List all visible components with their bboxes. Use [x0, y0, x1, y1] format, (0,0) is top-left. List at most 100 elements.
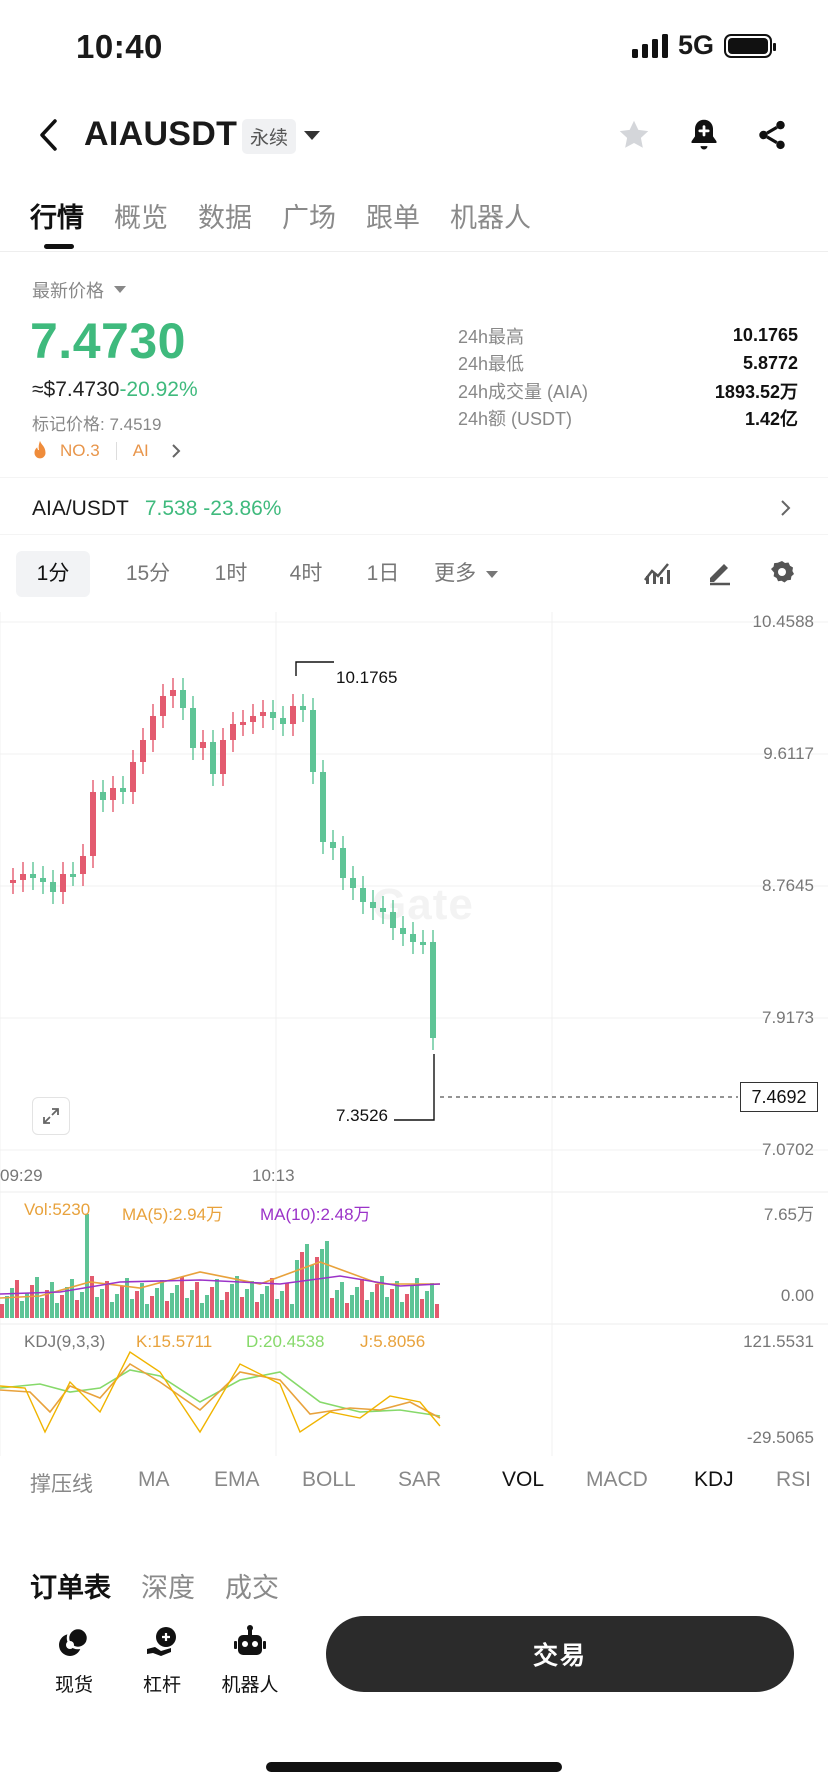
volume-bar	[225, 1292, 229, 1318]
indicator-boll[interactable]: BOLL	[302, 1468, 356, 1491]
y-tick-label: 7.0702	[762, 1140, 814, 1159]
latest-price-dropdown-icon[interactable]	[114, 286, 126, 293]
candle-body	[420, 942, 426, 945]
vol-y-tick: 0.00	[780, 1286, 814, 1305]
candle-body	[290, 706, 296, 724]
indicator-ma[interactable]: MA	[138, 1468, 170, 1491]
sector-tag: AI	[132, 441, 149, 460]
volume-bar	[210, 1287, 214, 1318]
bottom-bot-button[interactable]: 机器人	[210, 1620, 290, 1697]
interval-15m[interactable]: 15分	[125, 562, 171, 585]
volume-bar	[25, 1293, 29, 1318]
volume-bar	[400, 1302, 404, 1318]
tab-data[interactable]: 数据	[198, 203, 252, 233]
interval-more[interactable]: 更多	[416, 551, 516, 597]
volume-bar	[20, 1301, 24, 1318]
signal-icon	[631, 33, 668, 58]
volume-bar	[165, 1301, 169, 1318]
interval-1m[interactable]: 1分	[16, 551, 90, 597]
vol-label: Vol:5230	[24, 1200, 91, 1219]
volume-bar	[105, 1281, 109, 1318]
home-indicator	[266, 1762, 562, 1772]
volume-bar	[270, 1278, 274, 1318]
tab-copy-trade[interactable]: 跟单	[366, 203, 420, 233]
tab-bot[interactable]: 机器人	[450, 203, 531, 233]
bottom-margin-button[interactable]: 杠杆	[122, 1620, 202, 1697]
price-alert-button[interactable]	[682, 113, 726, 157]
latest-price-label[interactable]: 最新价格	[32, 281, 104, 301]
tab-square[interactable]: 广场	[282, 203, 336, 233]
back-arrow-icon	[40, 119, 57, 151]
volume-bar	[0, 1304, 4, 1318]
rank-row[interactable]: NO.3 AI	[30, 440, 183, 462]
volume-bar	[285, 1283, 289, 1318]
candle-body	[370, 902, 376, 908]
volume-bar	[85, 1214, 89, 1318]
indicator-rsi[interactable]: RSI	[776, 1468, 812, 1491]
high-price-marker: 10.1765	[336, 668, 398, 687]
candle-body	[230, 724, 236, 740]
volume-bar	[340, 1282, 344, 1318]
candle-body	[360, 888, 366, 902]
kline-chart[interactable]: Gate 10.4588 9.6117 8.7645 7.9173 7.0702…	[0, 612, 828, 1468]
kdj-k-label: K:15.5711	[136, 1332, 213, 1351]
volume-bar	[405, 1294, 409, 1318]
indicator-vol[interactable]: VOL	[502, 1468, 545, 1491]
tab-trades[interactable]: 成交	[225, 1573, 279, 1603]
chevron-right-icon[interactable]	[778, 498, 792, 518]
volume-bar	[360, 1279, 364, 1318]
tab-depth[interactable]: 深度	[141, 1573, 195, 1603]
draw-pencil-icon[interactable]	[706, 558, 734, 586]
volume-bar	[120, 1286, 124, 1318]
volume-bar	[140, 1283, 144, 1318]
pair-dropdown-icon[interactable]	[304, 131, 320, 140]
spot-pair-row[interactable]: AIA/USDT 7.538 -23.86%	[32, 497, 281, 521]
stat-key: 24h最低	[458, 354, 525, 375]
candle-body	[160, 696, 166, 716]
volume-bar	[35, 1277, 39, 1318]
trade-button[interactable]: 交易	[326, 1616, 794, 1692]
candle-body	[50, 882, 56, 892]
status-indicators: 5G	[631, 30, 776, 61]
back-button[interactable]	[28, 113, 68, 157]
interval-1d[interactable]: 1日	[366, 562, 400, 585]
kdj-d-line	[0, 1369, 441, 1417]
candle-body	[120, 788, 126, 792]
interval-4h[interactable]: 4时	[289, 562, 323, 585]
indicator-macd[interactable]: MACD	[586, 1468, 648, 1491]
tab-market[interactable]: 行情	[30, 203, 84, 233]
pair-title[interactable]: AIAUSDT	[84, 115, 238, 153]
tab-order-book[interactable]: 订单表	[30, 1573, 111, 1603]
indicator-kdj[interactable]: KDJ	[694, 1468, 734, 1491]
ma10-label: MA(10):2.48万	[260, 1205, 371, 1224]
fullscreen-button[interactable]	[32, 1097, 70, 1135]
share-button[interactable]	[750, 113, 794, 157]
interval-1h[interactable]: 1时	[214, 562, 248, 585]
settings-gear-icon[interactable]	[768, 558, 796, 586]
indicator-icon[interactable]	[642, 558, 672, 586]
candle-body	[180, 690, 186, 708]
volume-bar	[5, 1296, 9, 1318]
bottom-bot-label: 机器人	[221, 1675, 279, 1696]
indicator-support-resistance[interactable]: 撑压线	[30, 1473, 93, 1496]
favorite-star-button[interactable]	[612, 113, 656, 157]
high-marker-line	[295, 661, 334, 676]
volume-bar	[410, 1286, 414, 1318]
bottom-spot-button[interactable]: 现货	[34, 1620, 114, 1697]
status-time: 10:40	[76, 28, 163, 65]
volume-bar	[380, 1276, 384, 1318]
indicator-ema[interactable]: EMA	[214, 1468, 260, 1491]
stat-key: 24h额 (USDT)	[458, 409, 573, 430]
tab-overview[interactable]: 概览	[114, 203, 168, 233]
kdj-j-label: J:5.8056	[360, 1332, 426, 1351]
volume-bar	[330, 1298, 334, 1318]
volume-bar	[370, 1292, 374, 1318]
volume-bar	[40, 1298, 44, 1318]
y-tick-label: 8.7645	[762, 876, 814, 895]
volume-bar	[265, 1286, 269, 1318]
candle-body	[300, 706, 306, 710]
volume-bar	[395, 1281, 399, 1318]
volume-bar	[415, 1278, 419, 1318]
indicator-sar[interactable]: SAR	[398, 1468, 442, 1491]
volume-bar	[235, 1276, 239, 1318]
